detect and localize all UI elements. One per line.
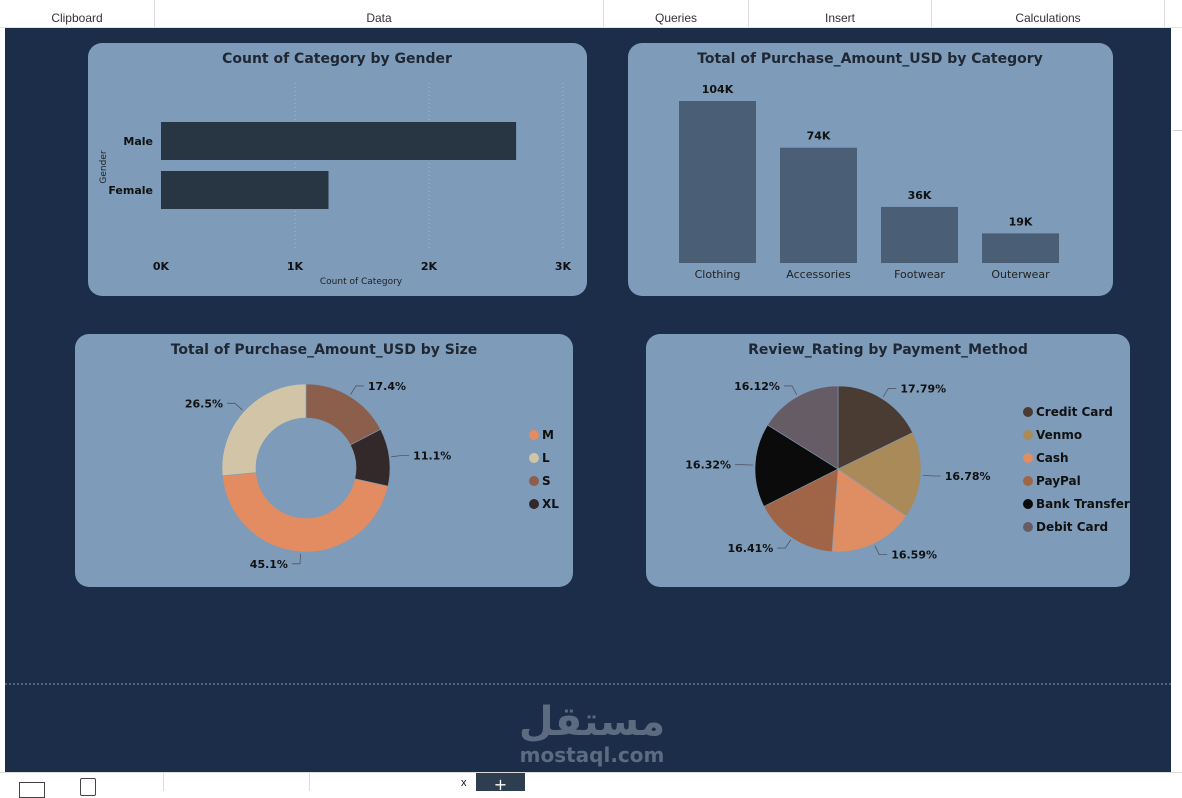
- legend-swatch: [1023, 522, 1033, 532]
- leader-line: [784, 386, 797, 395]
- leader-line: [875, 546, 887, 555]
- leader-line: [923, 475, 941, 476]
- legend-swatch: [529, 453, 539, 463]
- slice-label: 26.5%: [185, 397, 223, 410]
- y-axis-label: Gender: [99, 150, 109, 183]
- slice-label: 16.78%: [945, 470, 991, 483]
- y-category-label: Female: [108, 184, 153, 197]
- legend-swatch: [1023, 430, 1033, 440]
- x-tick-label: 3K: [555, 260, 572, 273]
- x-category-label: Footwear: [894, 268, 945, 281]
- legend-item-cash[interactable]: Cash: [1036, 451, 1069, 465]
- data-label: 74K: [807, 130, 831, 143]
- legend-item-credit-card[interactable]: Credit Card: [1036, 405, 1113, 419]
- ribbon-group-label: Queries: [655, 11, 697, 25]
- x-axis-label: Count of Category: [320, 277, 403, 287]
- legend-swatch: [1023, 407, 1033, 417]
- legend-item-venmo[interactable]: Venmo: [1036, 428, 1082, 442]
- slice-label: 11.1%: [413, 450, 451, 463]
- legend-swatch: [529, 430, 539, 440]
- category-bar-chart-card[interactable]: Total of Purchase_Amount_USD by Category…: [628, 43, 1113, 296]
- pane-marker: [1173, 130, 1182, 131]
- slice-l[interactable]: [222, 384, 306, 476]
- legend-item-bank-transfer[interactable]: Bank Transfer: [1036, 497, 1130, 511]
- x-category-label: Outerwear: [991, 268, 1050, 281]
- ribbon-group-label: Data: [366, 11, 391, 25]
- size-donut-chart: Total of Purchase_Amount_USD by Size 17.…: [75, 334, 573, 587]
- ribbon-group-label: Clipboard: [51, 11, 102, 25]
- watermark-arabic: مستقل: [502, 700, 682, 744]
- right-pane-edge: [1171, 28, 1182, 772]
- page-tab[interactable]: [163, 773, 310, 791]
- category-bar-chart: Total of Purchase_Amount_USD by Category…: [628, 43, 1113, 296]
- legend-item-debit-card[interactable]: Debit Card: [1036, 520, 1108, 534]
- ribbon-group-insert[interactable]: Insert: [749, 0, 932, 27]
- slice-label: 16.59%: [891, 549, 937, 562]
- leader-line: [292, 554, 301, 564]
- bar-male[interactable]: [161, 122, 516, 160]
- slice-label: 17.4%: [368, 380, 406, 393]
- x-tick-label: 1K: [287, 260, 304, 273]
- payment-pie-chart: Review_Rating by Payment_Method 17.79% 16…: [646, 334, 1130, 587]
- leader-line: [883, 388, 896, 396]
- bar-clothing[interactable]: [679, 101, 756, 263]
- data-label: 104K: [702, 83, 734, 96]
- close-tab-icon[interactable]: x: [461, 777, 467, 789]
- slice-label: 45.1%: [250, 558, 288, 571]
- ribbon-group-queries[interactable]: Queries: [604, 0, 749, 27]
- ribbon-group-label: Insert: [825, 11, 855, 25]
- legend-item-paypal[interactable]: PayPal: [1036, 474, 1081, 488]
- report-view-icon[interactable]: [19, 782, 45, 798]
- legend-item-s[interactable]: S: [542, 474, 551, 488]
- bar-accessories[interactable]: [780, 148, 857, 263]
- x-tick-label: 0K: [153, 260, 170, 273]
- ribbon-group-label: Calculations: [1015, 11, 1080, 25]
- bar-outerwear[interactable]: [982, 233, 1059, 263]
- legend-swatch: [1023, 499, 1033, 509]
- chart-title: Total of Purchase_Amount_USD by Category: [697, 51, 1043, 67]
- chart-title: Review_Rating by Payment_Method: [748, 342, 1028, 358]
- size-donut-chart-card[interactable]: Total of Purchase_Amount_USD by Size 17.…: [75, 334, 573, 587]
- ribbon-group-calculations[interactable]: Calculations: [932, 0, 1165, 27]
- leader-line: [777, 540, 791, 548]
- slice-label: 16.41%: [727, 542, 773, 555]
- leader-line: [391, 456, 409, 457]
- y-category-label: Male: [123, 135, 153, 148]
- ribbon: Clipboard Data Queries Insert Calculatio…: [0, 0, 1182, 28]
- payment-pie-chart-card[interactable]: Review_Rating by Payment_Method 17.79% 16…: [646, 334, 1130, 587]
- leader-line: [227, 403, 242, 410]
- chart-title: Total of Purchase_Amount_USD by Size: [171, 342, 478, 358]
- slice-label: 16.32%: [685, 459, 731, 472]
- slice-label: 17.79%: [900, 382, 946, 395]
- legend-item-l[interactable]: L: [542, 451, 550, 465]
- data-label: 19K: [1009, 215, 1033, 228]
- legend-swatch: [1023, 453, 1033, 463]
- x-tick-label: 2K: [421, 260, 438, 273]
- page-tabs-bar: x +: [0, 772, 1182, 791]
- add-page-button[interactable]: +: [476, 773, 525, 791]
- bar-female[interactable]: [161, 171, 329, 209]
- ribbon-group-clipboard[interactable]: Clipboard: [0, 0, 155, 27]
- leader-line: [351, 386, 364, 395]
- legend-swatch: [529, 476, 539, 486]
- page-divider: [5, 683, 1171, 685]
- page-view-icon[interactable]: [80, 778, 96, 796]
- ribbon-group-data[interactable]: Data: [155, 0, 604, 27]
- legend-swatch: [1023, 476, 1033, 486]
- x-category-label: Accessories: [786, 268, 851, 281]
- slice-label: 16.12%: [734, 380, 780, 393]
- chart-title: Count of Category by Gender: [222, 51, 452, 67]
- legend-swatch: [529, 499, 539, 509]
- legend-item-m[interactable]: M: [542, 428, 554, 442]
- legend-item-xl[interactable]: XL: [542, 497, 559, 511]
- watermark-latin: mostaql.com: [502, 744, 682, 766]
- x-category-label: Clothing: [695, 268, 741, 281]
- watermark: مستقل mostaql.com: [502, 700, 682, 766]
- bar-footwear[interactable]: [881, 207, 958, 263]
- gender-bar-chart-card[interactable]: Count of Category by Gender Male Female 0…: [88, 43, 587, 296]
- data-label: 36K: [908, 189, 932, 202]
- slice-m[interactable]: [222, 473, 388, 552]
- gender-bar-chart: Count of Category by Gender Male Female 0…: [88, 43, 587, 296]
